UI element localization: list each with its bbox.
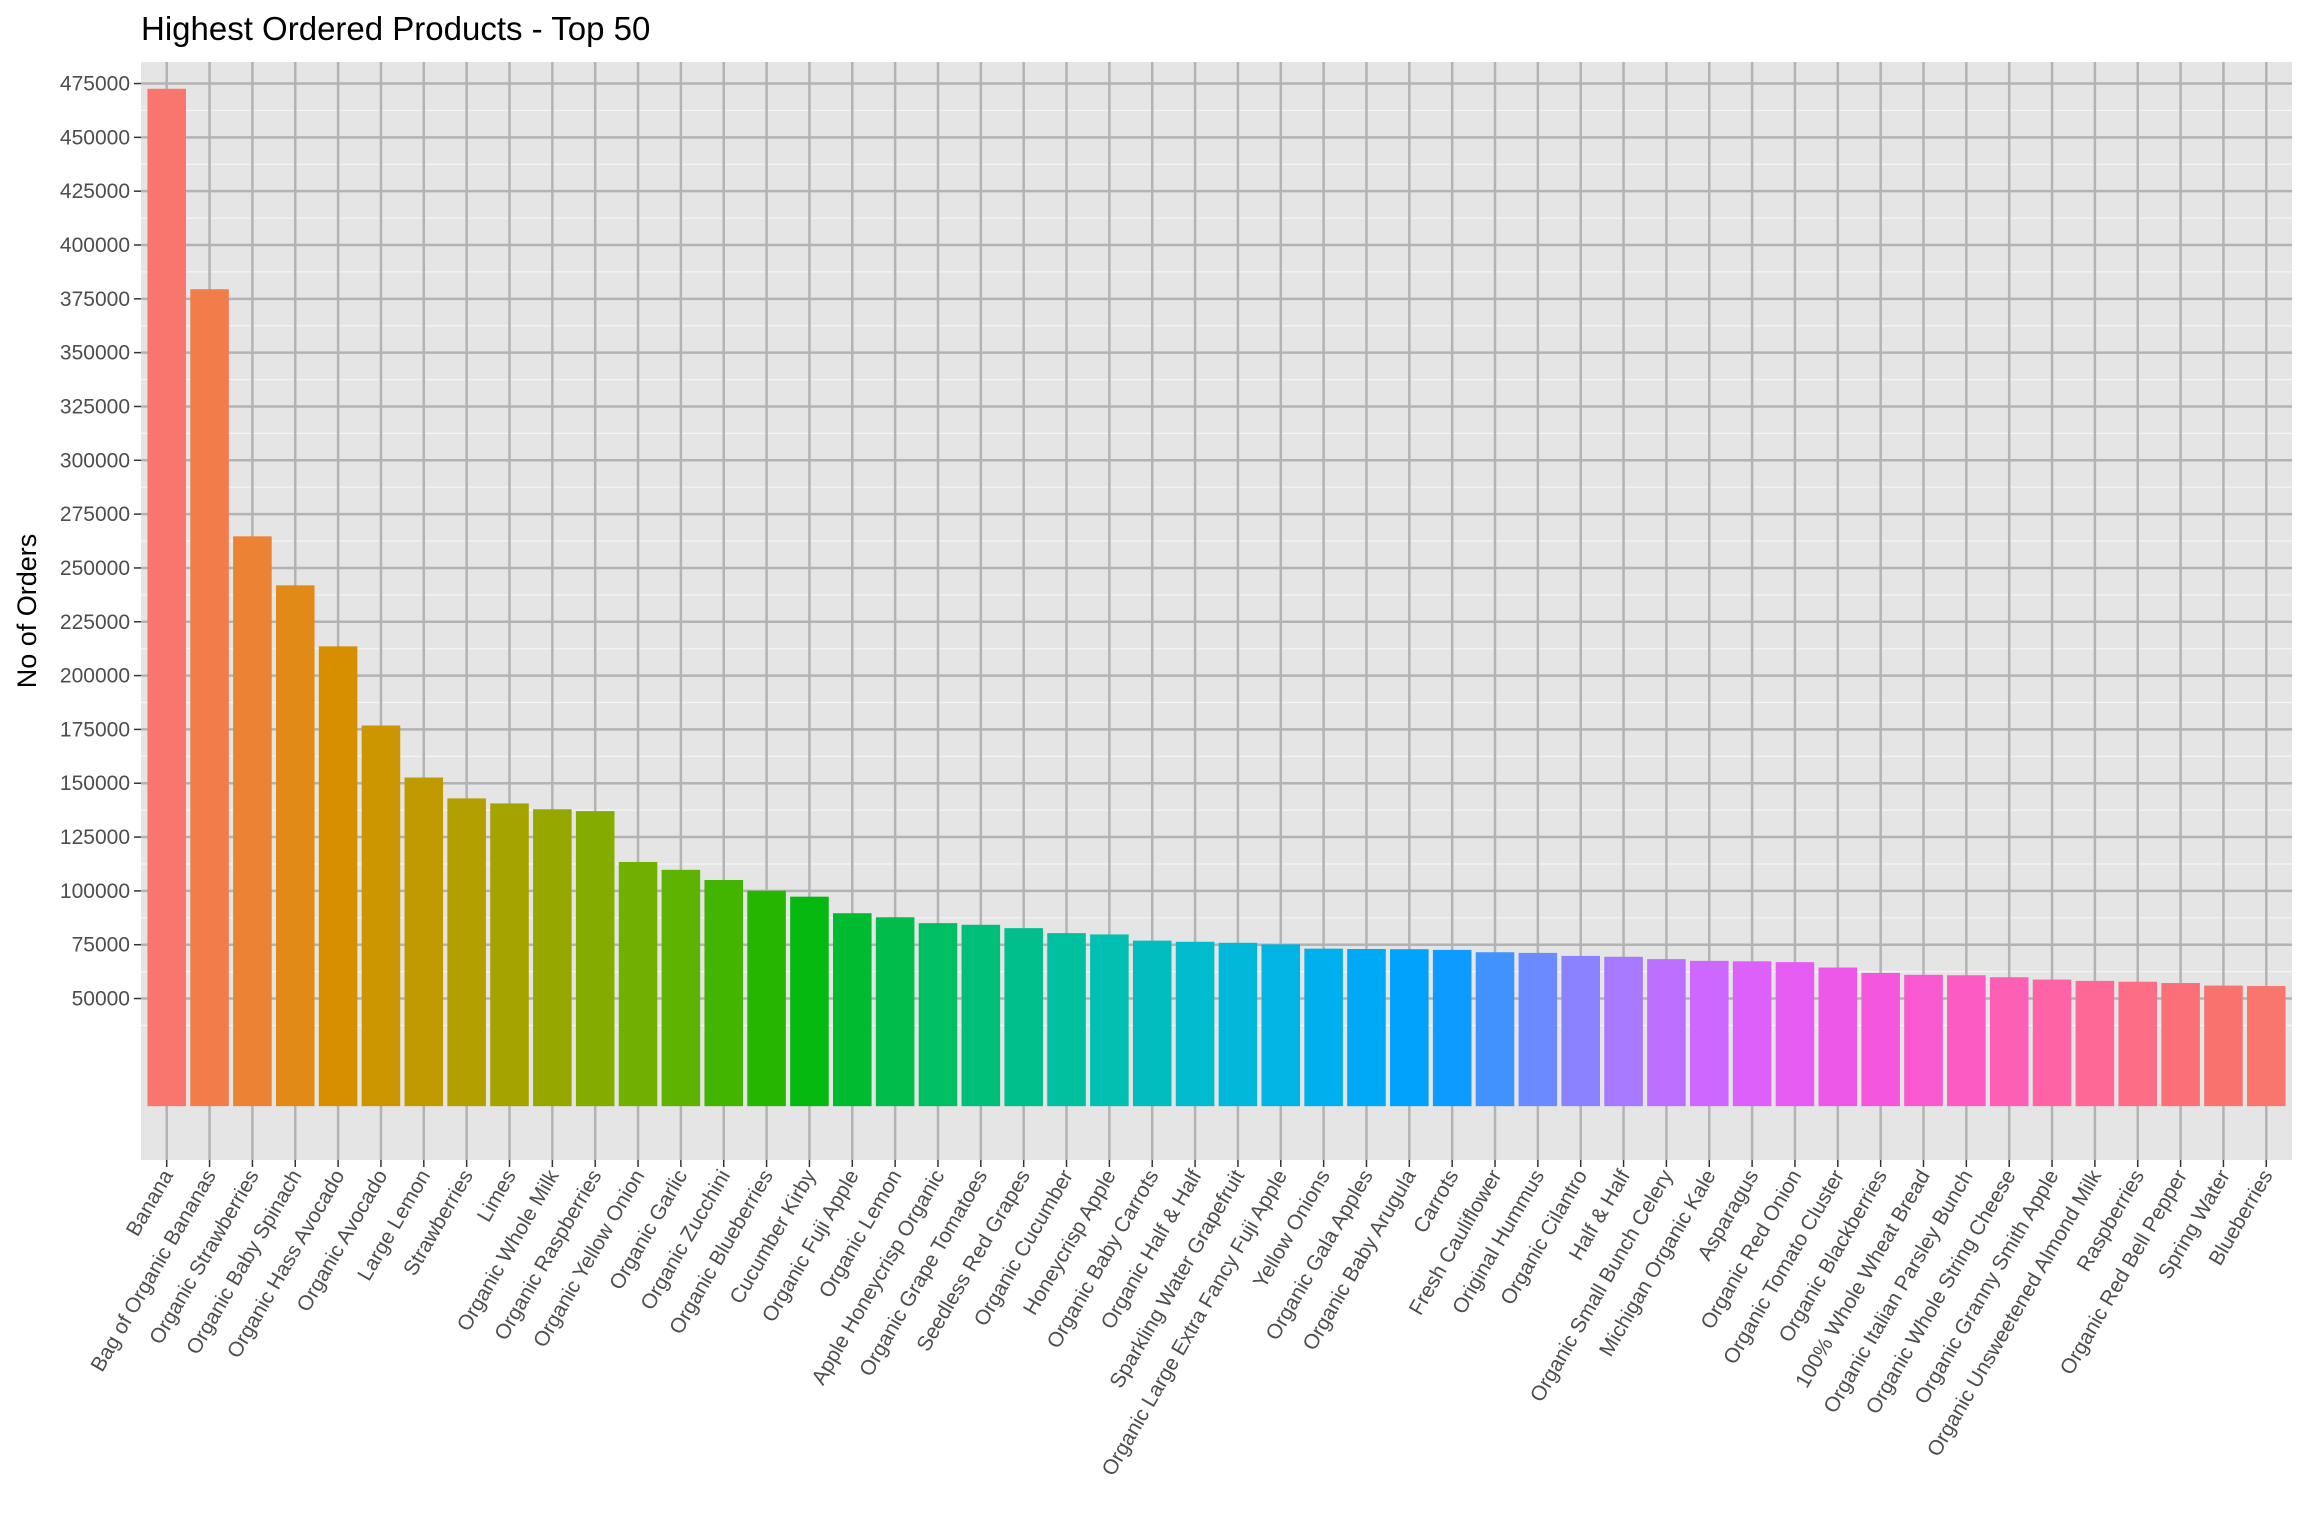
bar (2204, 985, 2243, 1107)
bar (1004, 928, 1043, 1107)
bar (1132, 940, 1172, 1107)
bar (1904, 974, 1943, 1107)
bar (2118, 981, 2158, 1107)
bar (575, 811, 615, 1107)
y-tick-label: 175000 (60, 718, 130, 741)
bar (275, 585, 315, 1107)
bar (1218, 942, 1258, 1107)
bar (147, 88, 186, 1107)
y-tick-label: 475000 (60, 73, 130, 96)
y-tick-label: 400000 (60, 234, 130, 257)
bar (490, 803, 529, 1107)
bar (447, 798, 486, 1107)
y-tick-label: 375000 (60, 288, 130, 311)
bar (1047, 933, 1086, 1107)
bar (1390, 949, 1429, 1107)
bars (147, 88, 2286, 1107)
bar (918, 923, 958, 1107)
bar (618, 861, 658, 1107)
bar (1475, 952, 1515, 1107)
y-tick-label: 50000 (72, 988, 130, 1011)
y-tick-label: 150000 (60, 772, 130, 795)
bar (2075, 980, 2115, 1107)
bar (1090, 934, 1129, 1107)
bar (875, 917, 915, 1107)
bar (704, 880, 744, 1107)
bar (1518, 952, 1558, 1107)
y-tick-label: 300000 (60, 449, 130, 472)
bar (1689, 960, 1729, 1107)
bar (661, 869, 701, 1107)
bar (1818, 967, 1858, 1107)
y-tick-label: 350000 (60, 342, 130, 365)
y-tick-label: 225000 (60, 611, 130, 634)
bar (1775, 962, 1815, 1107)
y-tick-label: 325000 (60, 395, 130, 418)
y-tick-label: 75000 (72, 934, 130, 957)
y-axis-label: No of Orders (12, 534, 42, 689)
bar (1861, 972, 1900, 1107)
y-tick-label: 450000 (60, 126, 130, 149)
bar (404, 777, 444, 1107)
bar (1989, 977, 2029, 1107)
bar (1732, 961, 1772, 1107)
y-tick-label: 425000 (60, 180, 130, 203)
bar (961, 924, 1001, 1107)
bar (833, 913, 872, 1107)
bar (1175, 941, 1215, 1107)
bar (1561, 955, 1600, 1107)
bar (2032, 979, 2072, 1107)
bar (1947, 975, 1986, 1107)
bar (361, 725, 401, 1107)
major-gridlines (141, 62, 2292, 1160)
bar (1647, 959, 1686, 1107)
bar (1432, 949, 1472, 1107)
y-tick-label: 100000 (60, 880, 130, 903)
bar (318, 646, 358, 1107)
bar (2247, 986, 2286, 1107)
bar (790, 896, 829, 1107)
bar (233, 536, 272, 1107)
y-tick-label: 125000 (60, 826, 130, 849)
y-axis-ticks: 50000 75000 100000 125000 150000 175000 200000… (60, 73, 141, 1011)
bar (190, 289, 229, 1107)
bar (1347, 949, 1386, 1107)
y-tick-label: 250000 (60, 557, 130, 580)
bar (2161, 983, 2200, 1107)
bar (1261, 944, 1301, 1107)
chart-title: Highest Ordered Products - Top 50 (141, 10, 651, 47)
y-tick-label: 275000 (60, 503, 130, 526)
bar (1304, 948, 1343, 1107)
bar (533, 809, 572, 1107)
bar (747, 890, 786, 1107)
bar (1604, 956, 1643, 1107)
y-tick-label: 200000 (60, 665, 130, 688)
